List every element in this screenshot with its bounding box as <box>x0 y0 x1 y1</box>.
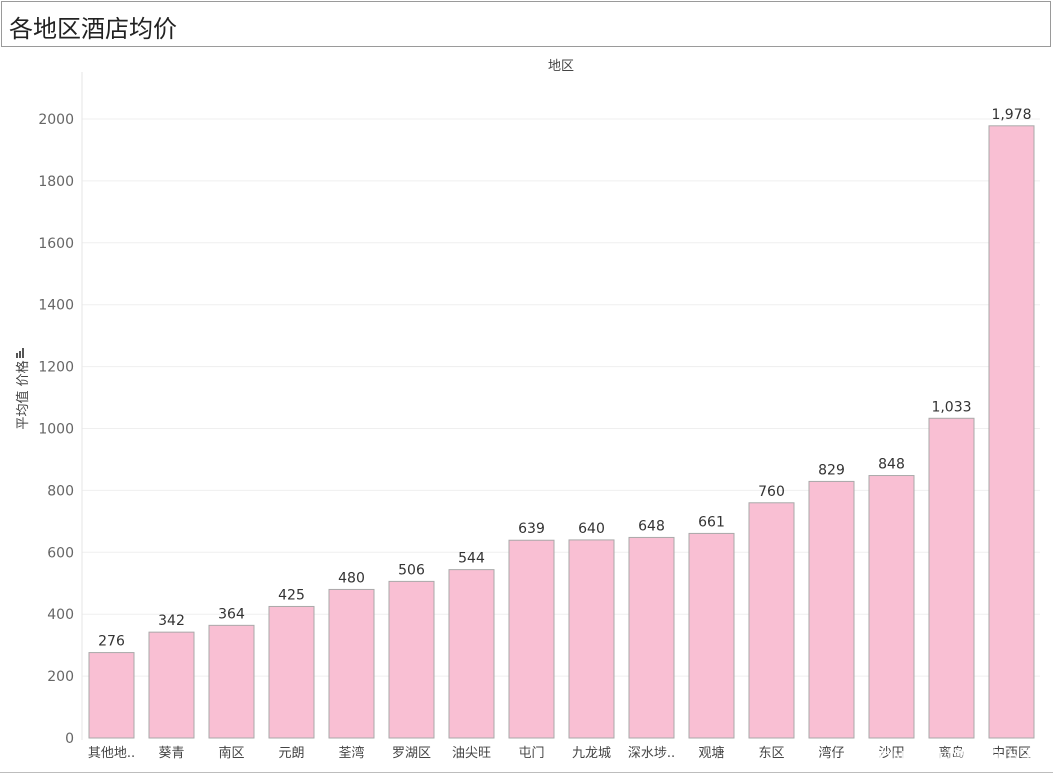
title-box: 各地区酒店均价 <box>1 1 1051 47</box>
data-label: 1,033 <box>931 399 971 415</box>
x-tick-label: 中西区 <box>992 746 1031 761</box>
y-tick-label: 200 <box>47 669 74 685</box>
data-label: 342 <box>158 613 185 629</box>
data-label: 760 <box>758 484 785 500</box>
x-tick-label: 观塘 <box>698 745 724 761</box>
watermark: CSDN @你隔壁的小王 <box>854 748 1037 769</box>
value-labels: 276 342 364 425 480 506 544 639 640 648 661 760 829 8… <box>98 107 1031 650</box>
y-tick-label: 2000 <box>38 112 74 128</box>
data-label: 506 <box>398 562 425 578</box>
y-tick-label: 800 <box>47 483 74 499</box>
x-tick-label: 东区 <box>758 746 784 761</box>
data-label: 829 <box>818 462 845 478</box>
data-label: 639 <box>518 521 545 537</box>
x-tick-label: 葵青 <box>158 746 184 761</box>
bar[interactable] <box>448 569 495 739</box>
bar[interactable] <box>508 539 555 739</box>
data-label: 640 <box>578 521 605 537</box>
page-title: 各地区酒店均价 <box>9 15 177 43</box>
x-tick-label: 元朗 <box>278 746 304 761</box>
data-label: 276 <box>98 634 125 650</box>
bar[interactable] <box>388 580 435 739</box>
y-tick-label: 1600 <box>38 236 74 252</box>
x-tick-label: 湾仔 <box>818 745 844 761</box>
y-tick-label: 1800 <box>38 174 74 190</box>
y-tick-label: 1000 <box>38 422 74 438</box>
x-axis-title: 地区 <box>548 59 574 74</box>
x-tick-label: 南区 <box>218 745 244 761</box>
x-tick-label: 油尖旺 <box>452 746 491 761</box>
bar[interactable] <box>808 480 855 739</box>
bars <box>88 125 1035 739</box>
x-tick-label: 屯门 <box>518 746 544 761</box>
bar[interactable] <box>988 125 1035 739</box>
bar[interactable] <box>268 605 315 739</box>
x-tick-label: 荃湾 <box>338 745 364 761</box>
data-label: 544 <box>458 551 485 567</box>
data-label: 661 <box>698 514 725 530</box>
data-label: 425 <box>278 587 305 603</box>
x-axis: 其他地.. 葵青 南区 元朗 荃湾 罗湖区 油尖旺 屯门 九龙城 深水埗.. 观塘 东区 湾仔 沙田 离岛 中… <box>88 745 1031 761</box>
x-tick-label: 罗湖区 <box>392 746 431 761</box>
x-tick-label: 沙田 <box>878 746 904 761</box>
bar[interactable] <box>928 417 975 739</box>
bar[interactable] <box>208 624 255 739</box>
bottom-divider <box>0 772 1053 773</box>
bar[interactable] <box>748 502 795 739</box>
bar[interactable] <box>328 588 375 739</box>
bar[interactable] <box>568 539 615 739</box>
bar[interactable] <box>88 652 135 739</box>
measure-icon <box>16 348 24 358</box>
y-tick-label: 400 <box>47 607 74 623</box>
bar[interactable] <box>148 631 195 739</box>
x-tick-label: 深水埗.. <box>628 746 675 761</box>
data-label: 1,978 <box>991 107 1031 123</box>
y-tick-label: 1400 <box>38 298 74 314</box>
data-label: 480 <box>338 570 365 586</box>
bar[interactable] <box>628 536 675 739</box>
data-label: 364 <box>218 606 245 622</box>
y-tick-label: 0 <box>65 731 74 747</box>
y-axis: 0 200 400 600 800 1000 1200 1400 1600 1800 2000 <box>38 72 83 747</box>
x-tick-label: 其他地.. <box>88 746 135 761</box>
bar[interactable] <box>688 532 735 739</box>
bar[interactable] <box>868 475 915 739</box>
x-tick-label: 离岛 <box>938 745 964 761</box>
y-tick-label: 600 <box>47 545 74 561</box>
x-tick-label: 九龙城 <box>572 746 611 761</box>
data-label: 848 <box>878 457 905 473</box>
data-label: 648 <box>638 518 665 534</box>
y-tick-label: 1200 <box>38 360 74 376</box>
y-axis-title: 平均值 价格 <box>15 360 31 429</box>
